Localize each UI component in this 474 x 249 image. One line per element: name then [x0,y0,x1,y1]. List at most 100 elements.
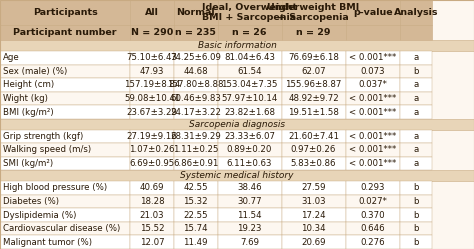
Bar [346,78,400,92]
Bar [218,129,282,143]
Text: n = 26: n = 26 [232,28,267,37]
Text: 10.34: 10.34 [301,224,326,233]
Text: 18.28: 18.28 [140,197,164,206]
Text: 38.46: 38.46 [237,183,262,192]
Text: 19.23: 19.23 [237,224,262,233]
Text: 21.60±7.41: 21.60±7.41 [288,132,339,141]
Bar [282,105,346,119]
Bar [400,64,432,78]
Bar [130,25,174,40]
Bar [346,51,400,64]
Bar [400,129,432,143]
Bar [218,143,282,157]
Text: b: b [413,211,419,220]
Bar [0,119,474,129]
Bar [0,0,130,25]
Text: n = 29: n = 29 [296,28,331,37]
Text: b: b [413,224,419,233]
Text: < 0.001***: < 0.001*** [349,94,396,103]
Bar [218,157,282,170]
Bar [174,25,218,40]
Text: 19.51±1.58: 19.51±1.58 [288,108,339,117]
Text: 153.04±7.35: 153.04±7.35 [221,80,278,89]
Bar [130,195,174,208]
Text: Diabetes (%): Diabetes (%) [3,197,59,206]
Bar [346,105,400,119]
Text: 81.04±6.43: 81.04±6.43 [224,53,275,62]
Text: 42.55: 42.55 [183,183,208,192]
Text: 15.52: 15.52 [140,224,164,233]
Bar [130,157,174,170]
Bar [130,222,174,235]
Text: 6.86±0.91: 6.86±0.91 [173,159,219,168]
Bar [0,157,130,170]
Bar [130,0,174,25]
Bar [400,222,432,235]
Text: 23.33±6.07: 23.33±6.07 [224,132,275,141]
Text: 23.67±3.29: 23.67±3.29 [127,108,178,117]
Text: a: a [413,159,419,168]
Bar [174,64,218,78]
Bar [282,143,346,157]
Text: 74.25±6.09: 74.25±6.09 [170,53,221,62]
Text: 44.68: 44.68 [183,67,208,76]
Bar [174,208,218,222]
Bar [218,92,282,105]
Bar [346,25,400,40]
Text: Sarcopenia diagnosis: Sarcopenia diagnosis [189,120,285,129]
Text: Participant number: Participant number [13,28,117,37]
Text: 15.32: 15.32 [183,197,208,206]
Bar [0,170,474,181]
Text: Systemic medical history: Systemic medical history [180,171,294,180]
Text: Analysis: Analysis [394,8,438,17]
Bar [218,0,282,25]
Bar [174,235,218,249]
Text: 157.80±8.88: 157.80±8.88 [167,80,224,89]
Bar [400,181,432,195]
Text: Grip strength (kgf): Grip strength (kgf) [3,132,83,141]
Text: 61.54: 61.54 [237,67,262,76]
Bar [282,92,346,105]
Bar [218,222,282,235]
Bar [174,51,218,64]
Text: 27.59: 27.59 [301,183,326,192]
Bar [174,105,218,119]
Bar [346,157,400,170]
Bar [174,92,218,105]
Text: 1.07±0.26: 1.07±0.26 [129,145,175,154]
Bar [346,181,400,195]
Text: a: a [413,145,419,154]
Bar [174,78,218,92]
Text: 23.82±1.68: 23.82±1.68 [224,108,275,117]
Text: 24.17±3.22: 24.17±3.22 [170,108,221,117]
Text: 40.69: 40.69 [140,183,164,192]
Text: a: a [413,132,419,141]
Text: Malignant tumor (%): Malignant tumor (%) [3,238,92,247]
Bar [174,143,218,157]
Text: 17.24: 17.24 [301,211,326,220]
Bar [174,157,218,170]
Bar [282,208,346,222]
Text: Basic information: Basic information [198,41,276,50]
Text: 15.74: 15.74 [183,224,208,233]
Bar [282,222,346,235]
Bar [174,129,218,143]
Bar [218,105,282,119]
Bar [346,195,400,208]
Bar [0,78,130,92]
Bar [130,64,174,78]
Text: Participants: Participants [33,8,98,17]
Text: SMI (kg/m²): SMI (kg/m²) [3,159,53,168]
Bar [218,195,282,208]
Text: 30.77: 30.77 [237,197,262,206]
Bar [130,51,174,64]
Text: Dyslipidemia (%): Dyslipidemia (%) [3,211,76,220]
Text: Wight (kg): Wight (kg) [3,94,48,103]
Bar [218,51,282,64]
Bar [400,157,432,170]
Bar [174,0,218,25]
Bar [130,208,174,222]
Text: b: b [413,183,419,192]
Text: 0.037*: 0.037* [358,80,387,89]
Bar [346,92,400,105]
